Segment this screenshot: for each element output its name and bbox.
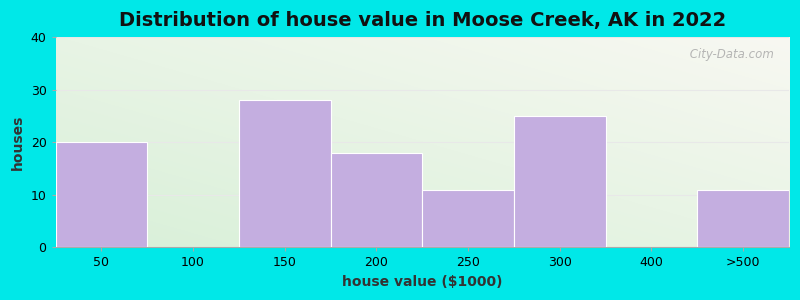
Title: Distribution of house value in Moose Creek, AK in 2022: Distribution of house value in Moose Cre… [118,11,726,30]
Bar [422,190,514,247]
Bar [698,190,789,247]
Y-axis label: houses: houses [11,115,25,170]
Bar [514,116,606,247]
X-axis label: house value ($1000): house value ($1000) [342,275,502,289]
Bar [330,153,422,247]
Bar [55,142,147,247]
Text: City-Data.com: City-Data.com [686,48,774,61]
Bar [239,100,330,247]
